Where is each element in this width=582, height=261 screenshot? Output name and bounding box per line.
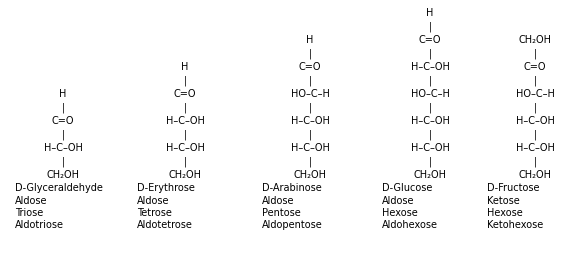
Text: Aldose: Aldose xyxy=(262,195,294,205)
Text: |: | xyxy=(533,129,537,140)
Text: |: | xyxy=(428,156,432,167)
Text: |: | xyxy=(428,75,432,86)
Text: |: | xyxy=(428,102,432,113)
Text: |: | xyxy=(183,129,187,140)
Text: Aldotriose: Aldotriose xyxy=(15,221,64,230)
Text: Pentose: Pentose xyxy=(262,208,301,218)
Text: D-Arabinose: D-Arabinose xyxy=(262,183,322,193)
Text: Hexose: Hexose xyxy=(382,208,418,218)
Text: |: | xyxy=(183,75,187,86)
Text: H: H xyxy=(59,89,67,99)
Text: |: | xyxy=(533,102,537,113)
Text: Aldose: Aldose xyxy=(137,195,169,205)
Text: |: | xyxy=(428,129,432,140)
Text: |: | xyxy=(183,156,187,167)
Text: C=O: C=O xyxy=(299,62,321,72)
Text: CH₂OH: CH₂OH xyxy=(519,35,552,45)
Text: |: | xyxy=(428,48,432,59)
Text: H–C–OH: H–C–OH xyxy=(165,143,204,153)
Text: Aldose: Aldose xyxy=(382,195,414,205)
Text: |: | xyxy=(308,156,311,167)
Text: |: | xyxy=(308,102,311,113)
Text: H–C–OH: H–C–OH xyxy=(410,143,449,153)
Text: H–C–OH: H–C–OH xyxy=(516,143,555,153)
Text: CH₂OH: CH₂OH xyxy=(293,170,327,180)
Text: CH₂OH: CH₂OH xyxy=(413,170,446,180)
Text: H: H xyxy=(182,62,189,72)
Text: |: | xyxy=(308,75,311,86)
Text: H–C–OH: H–C–OH xyxy=(290,143,329,153)
Text: H–C–OH: H–C–OH xyxy=(516,116,555,126)
Text: Ketose: Ketose xyxy=(487,195,520,205)
Text: H–C–OH: H–C–OH xyxy=(290,116,329,126)
Text: H–C–OH: H–C–OH xyxy=(44,143,83,153)
Text: HO–C–H: HO–C–H xyxy=(516,89,555,99)
Text: Aldose: Aldose xyxy=(15,195,48,205)
Text: |: | xyxy=(533,156,537,167)
Text: C=O: C=O xyxy=(419,35,441,45)
Text: H–C–OH: H–C–OH xyxy=(165,116,204,126)
Text: CH₂OH: CH₂OH xyxy=(519,170,552,180)
Text: C=O: C=O xyxy=(524,62,546,72)
Text: CH₂OH: CH₂OH xyxy=(169,170,201,180)
Text: H: H xyxy=(306,35,314,45)
Text: Aldotetrose: Aldotetrose xyxy=(137,221,193,230)
Text: Ketohexose: Ketohexose xyxy=(487,221,543,230)
Text: |: | xyxy=(61,156,65,167)
Text: C=O: C=O xyxy=(174,89,196,99)
Text: |: | xyxy=(61,129,65,140)
Text: D-Glucose: D-Glucose xyxy=(382,183,432,193)
Text: Aldopentose: Aldopentose xyxy=(262,221,323,230)
Text: D-Glyceraldehyde: D-Glyceraldehyde xyxy=(15,183,103,193)
Text: HO–C–H: HO–C–H xyxy=(290,89,329,99)
Text: Hexose: Hexose xyxy=(487,208,523,218)
Text: Tetrose: Tetrose xyxy=(137,208,172,218)
Text: Triose: Triose xyxy=(15,208,43,218)
Text: |: | xyxy=(61,102,65,113)
Text: D-Erythrose: D-Erythrose xyxy=(137,183,195,193)
Text: |: | xyxy=(533,75,537,86)
Text: |: | xyxy=(533,48,537,59)
Text: |: | xyxy=(428,21,432,32)
Text: C=O: C=O xyxy=(52,116,74,126)
Text: H: H xyxy=(426,8,434,18)
Text: |: | xyxy=(308,48,311,59)
Text: CH₂OH: CH₂OH xyxy=(47,170,80,180)
Text: H–C–OH: H–C–OH xyxy=(410,116,449,126)
Text: |: | xyxy=(308,129,311,140)
Text: H–C–OH: H–C–OH xyxy=(410,62,449,72)
Text: HO–C–H: HO–C–H xyxy=(410,89,449,99)
Text: |: | xyxy=(183,102,187,113)
Text: D-Fructose: D-Fructose xyxy=(487,183,540,193)
Text: Aldohexose: Aldohexose xyxy=(382,221,438,230)
